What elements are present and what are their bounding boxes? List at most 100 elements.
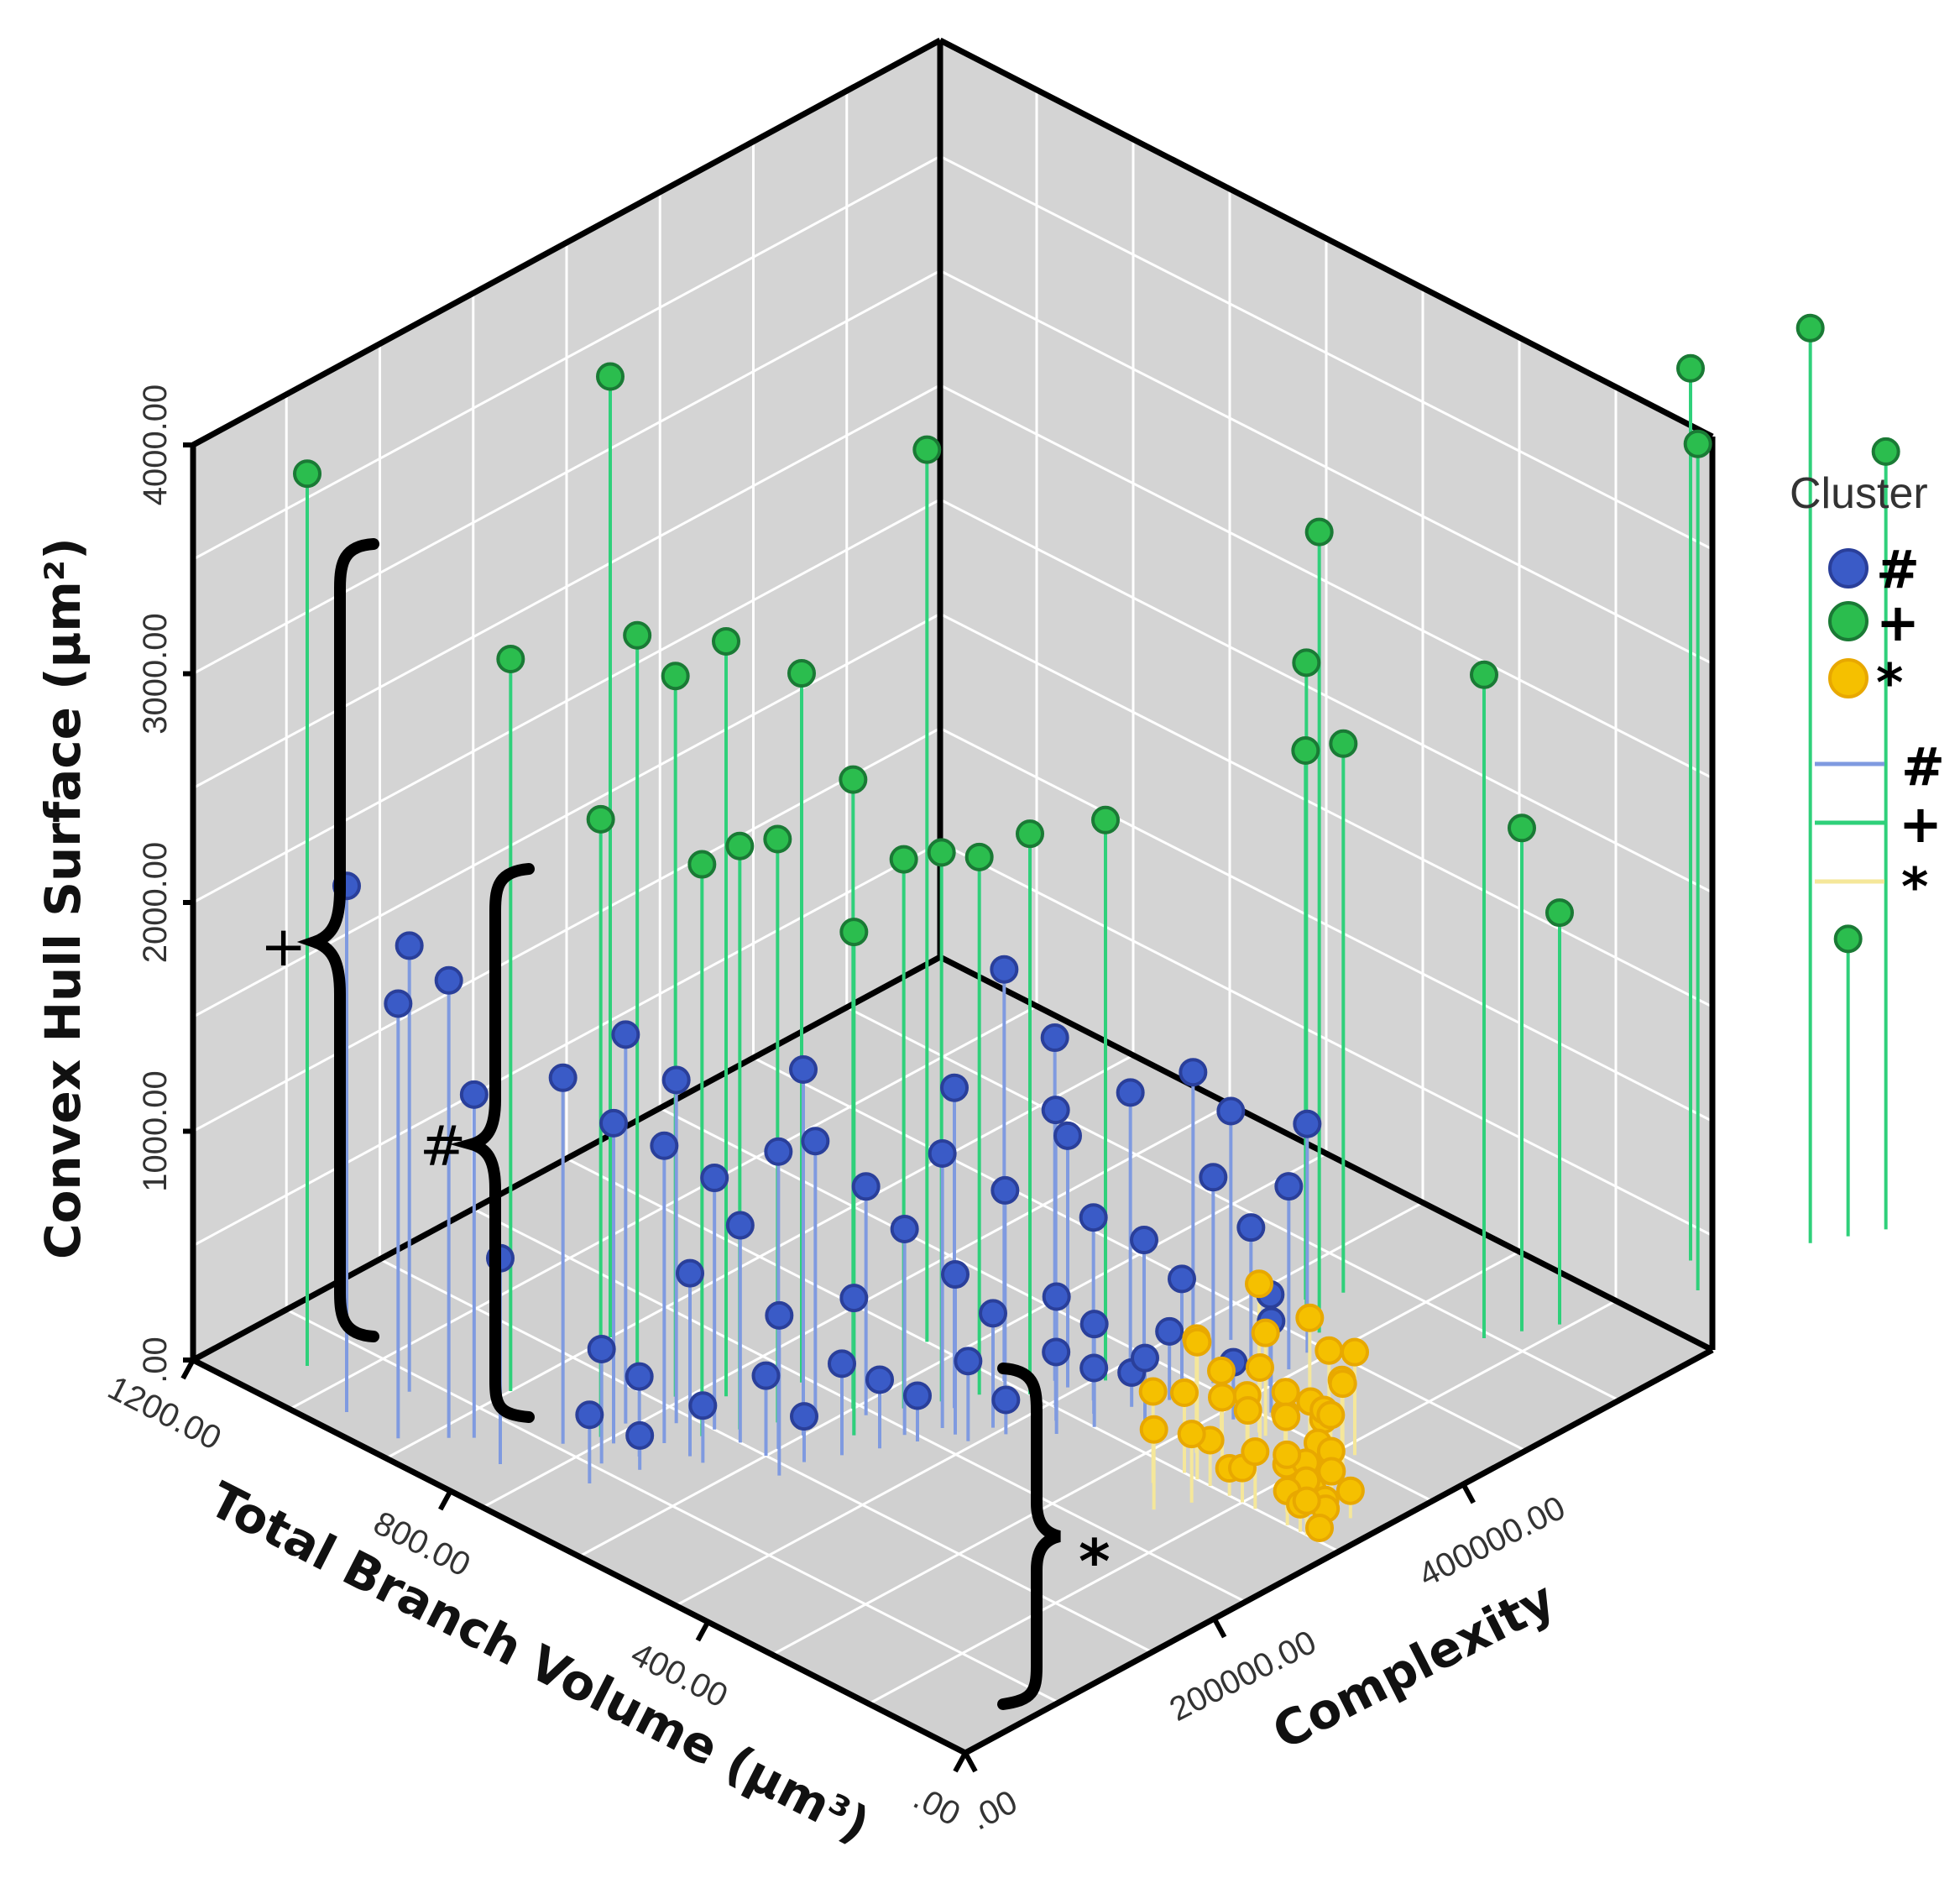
point-hash	[801, 1127, 830, 1156]
x-tick	[438, 1489, 453, 1511]
point-hash	[839, 1284, 869, 1313]
gridline	[192, 841, 941, 1248]
point-hash	[688, 1391, 718, 1420]
point-hash	[1116, 1078, 1145, 1107]
point-star	[1317, 1457, 1346, 1486]
point-hash	[751, 1361, 781, 1390]
z-axis-title: Convex Hull Surface (µm²)	[34, 537, 91, 1259]
gridline	[846, 1006, 1620, 1402]
frame-back	[190, 37, 1716, 1363]
point-plus	[889, 845, 918, 874]
point-star	[1241, 1437, 1270, 1467]
point-hash	[865, 1365, 894, 1394]
plus-brace	[296, 538, 379, 1342]
point-star	[1139, 1415, 1168, 1444]
point-hash	[1079, 1203, 1108, 1232]
point-star	[1177, 1420, 1206, 1449]
point-star	[1273, 1440, 1302, 1469]
point-hash	[903, 1381, 932, 1410]
legend-marker-hash: #	[1828, 539, 1920, 600]
point-plus	[1016, 819, 1044, 849]
point-star	[1183, 1327, 1212, 1357]
point-hash	[1042, 1337, 1071, 1367]
point-star	[1207, 1356, 1236, 1385]
point-hash	[1179, 1058, 1208, 1087]
y-tick	[963, 1751, 978, 1773]
point-plus	[586, 804, 615, 834]
point-hash	[851, 1172, 881, 1201]
point-star	[1272, 1402, 1301, 1431]
hash-label: #	[420, 1114, 466, 1179]
point-hash	[941, 1260, 970, 1289]
frame-front	[191, 1347, 1714, 1756]
legend-marker-plus: +	[1828, 592, 1920, 653]
point-star	[1245, 1269, 1273, 1299]
gridline	[939, 384, 1713, 780]
gridline	[939, 727, 1713, 1122]
y-tick-label: 400000.00	[1413, 1489, 1571, 1594]
legend-line-hash-label: #	[1901, 736, 1945, 798]
point-star	[1233, 1396, 1262, 1426]
x-tick	[953, 1751, 968, 1773]
y-tick	[1461, 1483, 1476, 1504]
legend-marker-hash-label: #	[1876, 539, 1920, 600]
point-hash	[625, 1420, 655, 1450]
point-hash	[1042, 1282, 1071, 1311]
point-plus	[496, 645, 525, 673]
point-hash	[940, 1073, 969, 1102]
point-hash	[1216, 1096, 1246, 1126]
point-plus	[661, 662, 690, 691]
point-star	[1295, 1303, 1325, 1332]
cluster-plus-bracket: +	[260, 538, 379, 1342]
gridline	[192, 154, 941, 561]
z-tick-label: 4000.00	[137, 384, 174, 506]
gridline	[192, 269, 941, 675]
point-hash	[625, 1362, 654, 1391]
point-plus	[1676, 353, 1705, 383]
point-plus	[293, 459, 321, 489]
point-hash	[991, 1385, 1021, 1415]
point-star	[1315, 1336, 1344, 1365]
point-plus	[787, 659, 816, 688]
point-plus	[839, 918, 869, 947]
z-tick-label: 1000.00	[137, 1070, 174, 1192]
legend-line-star-label: *	[1901, 856, 1928, 918]
point-hash	[828, 1349, 856, 1378]
point-plus	[763, 824, 792, 854]
point-hash	[954, 1347, 983, 1376]
z-tick-label: .00	[137, 1337, 174, 1384]
point-hash	[1199, 1163, 1228, 1192]
point-plus	[712, 626, 740, 656]
point-hash	[611, 1020, 640, 1049]
point-hash	[1168, 1264, 1196, 1294]
point-hash	[676, 1258, 704, 1288]
point-star	[1305, 1513, 1334, 1542]
legend-marker-star: *	[1828, 652, 1903, 714]
point-plus	[912, 435, 942, 464]
gridline	[939, 269, 1713, 665]
legend-line-plus-label: +	[1899, 793, 1942, 855]
point-hash	[384, 989, 413, 1018]
point-hash	[700, 1164, 729, 1193]
x-tick	[180, 1358, 196, 1380]
point-hash	[990, 1175, 1020, 1205]
y-tick-label: .00	[964, 1783, 1023, 1837]
plus-label: +	[260, 914, 306, 979]
data-points	[293, 313, 1900, 1542]
point-plus	[596, 362, 625, 391]
z-tick-label: 3000.00	[137, 613, 174, 735]
point-plus	[1683, 429, 1712, 458]
point-plus	[1545, 898, 1574, 928]
point-hash	[1079, 1310, 1109, 1339]
point-star	[1170, 1378, 1199, 1408]
legend-line-plus: +	[1815, 793, 1942, 855]
point-hash	[587, 1334, 616, 1363]
point-hash	[575, 1400, 604, 1430]
point-hash	[1040, 1023, 1069, 1053]
legend-marker-plus-label: +	[1876, 592, 1920, 653]
cluster-star-bracket: *	[997, 1363, 1111, 1710]
point-plus	[725, 831, 755, 861]
point-hash	[725, 1211, 755, 1240]
point-hash	[764, 1137, 793, 1166]
point-hash	[979, 1299, 1007, 1328]
